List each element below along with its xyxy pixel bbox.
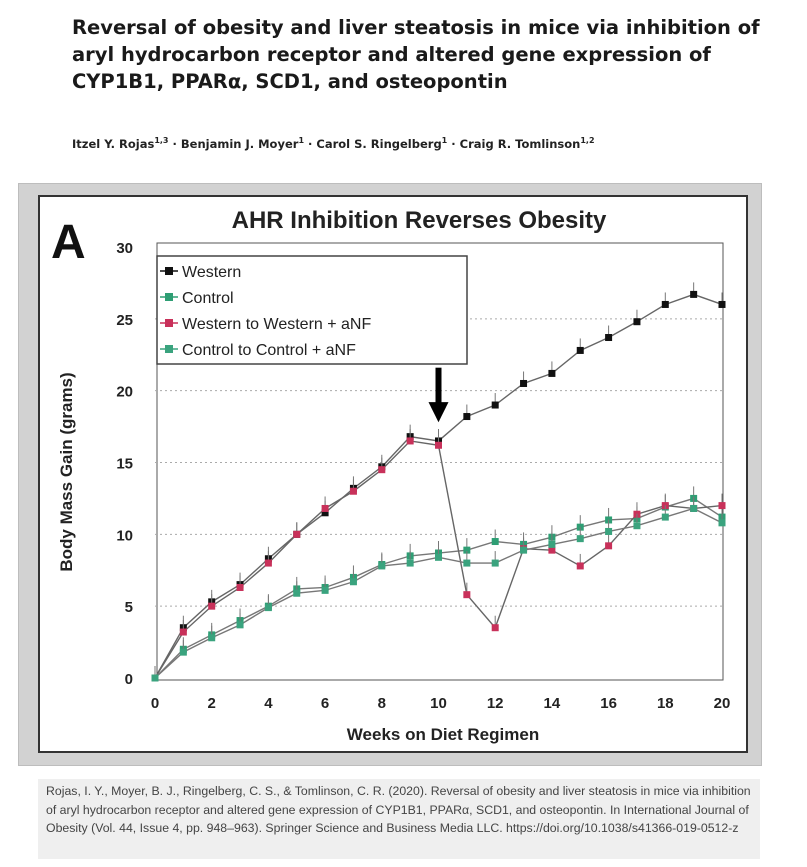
legend-label: Western bbox=[182, 264, 241, 281]
data-point bbox=[548, 369, 556, 377]
data-point bbox=[520, 379, 528, 387]
data-point bbox=[179, 628, 187, 636]
author-name: Itzel Y. Rojas bbox=[72, 136, 155, 151]
data-point bbox=[406, 559, 414, 567]
y-tick-label: 10 bbox=[116, 527, 133, 544]
data-point bbox=[151, 674, 159, 682]
paper-title: Reversal of obesity and liver steatosis … bbox=[72, 16, 760, 93]
y-tick-label: 5 bbox=[125, 599, 133, 616]
y-tick-label: 25 bbox=[116, 312, 133, 329]
data-point bbox=[293, 589, 301, 597]
author-affiliation: 1,2 bbox=[580, 136, 595, 145]
author-list: Itzel Y. Rojas1,3 · Benjamin J. Moyer1 ·… bbox=[72, 136, 595, 151]
author-affiliation: 1 bbox=[298, 136, 305, 145]
data-point bbox=[718, 519, 726, 527]
data-point bbox=[576, 346, 584, 354]
data-point bbox=[463, 559, 471, 567]
data-point bbox=[661, 513, 669, 521]
data-point bbox=[378, 466, 386, 474]
x-tick-label: 12 bbox=[487, 695, 504, 712]
x-tick-label: 0 bbox=[151, 695, 159, 712]
legend-label: Control bbox=[182, 290, 234, 307]
author-name: Carol S. Ringelberg bbox=[316, 136, 442, 151]
data-point bbox=[718, 300, 726, 308]
y-tick-label: 20 bbox=[116, 384, 133, 401]
x-tick-label: 8 bbox=[378, 695, 386, 712]
series-western-to-western-anf bbox=[151, 428, 726, 682]
x-tick-label: 14 bbox=[544, 695, 561, 712]
data-point bbox=[435, 553, 442, 561]
data-point bbox=[208, 602, 216, 610]
data-point bbox=[633, 318, 641, 326]
x-tick-label: 2 bbox=[208, 695, 216, 712]
x-tick-label: 10 bbox=[430, 695, 447, 712]
x-tick-label: 6 bbox=[321, 695, 329, 712]
data-point bbox=[321, 586, 329, 594]
x-tick-label: 18 bbox=[657, 695, 674, 712]
legend-label: Western to Western + aNF bbox=[182, 316, 371, 333]
data-point bbox=[435, 441, 442, 449]
x-axis-label: Weeks on Diet Regimen bbox=[347, 725, 539, 744]
data-point bbox=[349, 578, 357, 586]
data-point bbox=[264, 604, 272, 612]
x-tick-label: 20 bbox=[714, 695, 731, 712]
chart-title: AHR Inhibition Reverses Obesity bbox=[232, 207, 607, 234]
author-name: Craig R. Tomlinson bbox=[459, 136, 581, 151]
data-point bbox=[661, 300, 669, 308]
x-tick-label: 16 bbox=[600, 695, 617, 712]
y-tick-label: 30 bbox=[116, 240, 133, 257]
data-point bbox=[378, 562, 386, 570]
data-point bbox=[491, 538, 499, 546]
data-point bbox=[208, 634, 216, 642]
legend-box bbox=[156, 255, 468, 365]
data-point bbox=[576, 535, 584, 543]
author-affiliation: 1 bbox=[441, 136, 448, 145]
y-axis-label: Body Mass Gain (grams) bbox=[57, 372, 76, 571]
data-point bbox=[179, 648, 187, 656]
data-point bbox=[548, 540, 556, 548]
data-point bbox=[576, 562, 584, 570]
data-point bbox=[236, 583, 244, 591]
data-point bbox=[463, 546, 471, 554]
data-point bbox=[690, 504, 698, 512]
series-control-to-control-anf bbox=[151, 496, 726, 682]
legend: Western Control Western to Western + aNF Co… bbox=[156, 255, 468, 365]
data-point bbox=[605, 542, 613, 550]
y-tick-label: 15 bbox=[116, 456, 133, 473]
legend-label: Control to Control + aNF bbox=[182, 342, 356, 359]
body-mass-chart: 0 5 10 15 20 25 30 0 2 4 6 8 10 12 14 16 18 20 A AHR Inhi… bbox=[38, 195, 748, 753]
data-point bbox=[406, 437, 414, 445]
data-point bbox=[321, 504, 329, 512]
panel-label: A bbox=[51, 216, 86, 269]
data-point bbox=[293, 530, 301, 538]
data-point bbox=[548, 546, 556, 554]
figure-panel: 0 5 10 15 20 25 30 0 2 4 6 8 10 12 14 16 18 20 A AHR Inhi… bbox=[18, 183, 762, 766]
data-point bbox=[349, 487, 357, 495]
data-point bbox=[321, 509, 329, 517]
data-point bbox=[491, 624, 499, 632]
data-point bbox=[690, 290, 698, 298]
data-point bbox=[491, 401, 499, 409]
y-tick-label: 0 bbox=[125, 671, 133, 688]
data-point bbox=[463, 591, 471, 599]
data-point bbox=[520, 546, 528, 554]
author-affiliation: 1,3 bbox=[154, 136, 169, 145]
author-name: Benjamin J. Moyer bbox=[180, 136, 299, 151]
treatment-arrow-icon bbox=[428, 367, 449, 423]
x-tick-label: 4 bbox=[264, 695, 273, 712]
data-point bbox=[605, 527, 613, 535]
data-point bbox=[718, 502, 726, 510]
data-point bbox=[633, 522, 641, 530]
data-point bbox=[605, 334, 613, 342]
data-point bbox=[236, 621, 244, 629]
citation-caption: Rojas, I. Y., Moyer, B. J., Ringelberg, … bbox=[38, 779, 760, 859]
data-point bbox=[264, 559, 272, 567]
data-point bbox=[491, 559, 499, 567]
data-point bbox=[463, 413, 471, 421]
